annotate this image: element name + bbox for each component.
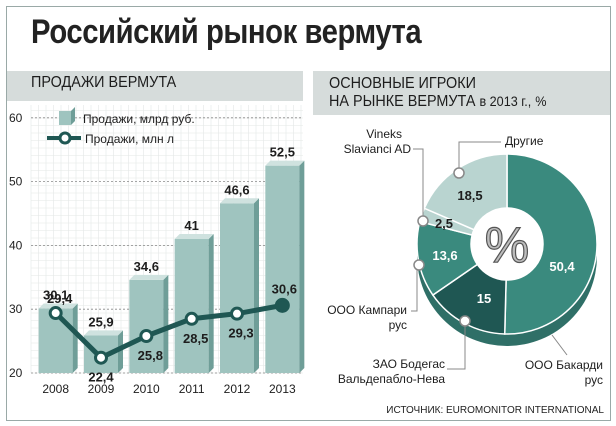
donut-value-label: 13,6 [432, 248, 457, 263]
page-title: Российский рынок вермута [31, 13, 422, 51]
line-point [48, 306, 63, 321]
bar-side [254, 198, 259, 373]
legend-line-label: Продажи, млн л [85, 132, 174, 146]
donut-value-label: 15 [477, 291, 491, 306]
x-tick-label: 2009 [88, 382, 115, 396]
bar-value-label: 52,5 [270, 145, 295, 160]
callout-leader [413, 148, 424, 217]
legend-bar-swatch-side [71, 107, 75, 125]
callout-label-bacardi: рус [585, 373, 603, 387]
bar-top [84, 330, 123, 336]
callout-leader [411, 269, 418, 312]
bar-side [299, 160, 305, 373]
y-tick-label: 20 [9, 366, 23, 380]
callout-label-vineks: Vineks [366, 127, 402, 141]
bar-value-label: 41 [184, 218, 198, 233]
infographic-frame: Российский рынок вермута ПРОДАЖИ ВЕРМУТА… [6, 6, 611, 421]
bar [129, 279, 164, 373]
chart-legend: Продажи, млрд руб. Продажи, млн л [47, 107, 195, 146]
right-heading-line1: ОСНОВНЫЕ ИГРОКИ [329, 75, 476, 92]
bar-top [174, 234, 214, 240]
line-value-label: 22,4 [88, 370, 114, 385]
line-value-label: 28,5 [183, 331, 208, 346]
left-heading: ПРОДАЖИ ВЕРМУТА [31, 74, 177, 91]
bar-value-label: 30,1 [43, 288, 68, 303]
legend-line-marker [58, 131, 72, 145]
right-heading-year: в 2013 г., [479, 93, 532, 109]
legend-bar-swatch [59, 111, 71, 125]
line-series [53, 302, 283, 361]
callout-leader [458, 141, 501, 169]
line-value-label: 25,8 [138, 348, 163, 363]
bar [174, 239, 209, 373]
donut-center-label: % [485, 217, 529, 273]
y-tick-label: 40 [9, 238, 23, 252]
bar [220, 203, 254, 373]
x-tick-label: 2010 [133, 382, 160, 396]
bar-top [129, 274, 169, 280]
legend-bar-label: Продажи, млрд руб. [83, 112, 195, 126]
line-point [230, 306, 244, 321]
y-tick-label: 30 [9, 302, 23, 316]
callout-label-vineks: Slavianci AD [344, 142, 412, 156]
donut-value-label: 18,5 [457, 188, 482, 203]
callout-label-bodegas: Вальдепабло-Нева [338, 372, 446, 386]
left-heading-band [7, 71, 303, 101]
callout-label-campari: рус [389, 318, 407, 332]
bar-side [118, 330, 123, 373]
donut-value-label: 50,4 [549, 259, 575, 274]
bar-value-label: 25,9 [88, 314, 113, 329]
y-tick-label: 50 [9, 175, 23, 189]
right-heading-line2: НА РЫНКЕ ВЕРМУТА в 2013 г., % [329, 93, 546, 111]
callout-leader [447, 325, 466, 370]
y-tick-label: 60 [9, 111, 23, 125]
right-heading-band [313, 71, 610, 115]
callout-marker [413, 259, 425, 271]
callout-label-bacardi: ООО Бакарди [525, 358, 603, 372]
callout-leader [551, 334, 568, 356]
bar-side [208, 234, 214, 373]
bar-line-chart: 20 30 40 50 60 30,1 2008 25,9 2009 34,6 2010 41 2011… [9, 105, 305, 396]
callout-label-bodegas: ЗАО Бодегас [373, 357, 445, 371]
x-tick-label: 2012 [224, 382, 251, 396]
x-tick-label: 2011 [179, 382, 205, 396]
line-value-label: 30,6 [272, 281, 297, 296]
line-value-label: 29,3 [228, 326, 253, 341]
bar-value-label: 46,6 [224, 182, 249, 197]
x-tick-label: 2013 [269, 382, 296, 396]
right-heading-unit: % [535, 93, 547, 109]
line-point [94, 350, 108, 365]
callout-marker [417, 215, 429, 227]
line-point [139, 328, 154, 343]
line-point [274, 297, 290, 313]
bar-top [265, 160, 305, 166]
line-point [184, 311, 199, 326]
bar-side [163, 274, 169, 373]
bar-side [72, 303, 78, 373]
donut-value-label: 2,5 [435, 216, 453, 231]
donut-hole [471, 208, 543, 280]
bar-value-label: 34,6 [134, 259, 159, 274]
bar-top [220, 198, 259, 204]
bar [265, 165, 300, 373]
callout-marker [459, 315, 471, 327]
x-tick-label: 2008 [42, 382, 69, 396]
callout-marker [453, 167, 465, 179]
callout-label-others: Другие [505, 134, 544, 148]
line-value-label: 29,4 [47, 291, 73, 306]
callout-label-campari: ООО Кампари [327, 303, 407, 317]
source-note: ИСТОЧНИК: EUROMONITOR INTERNATIONAL [386, 405, 604, 416]
right-heading-main: НА РЫНКЕ ВЕРМУТА [329, 93, 476, 110]
bar-top [38, 303, 78, 309]
